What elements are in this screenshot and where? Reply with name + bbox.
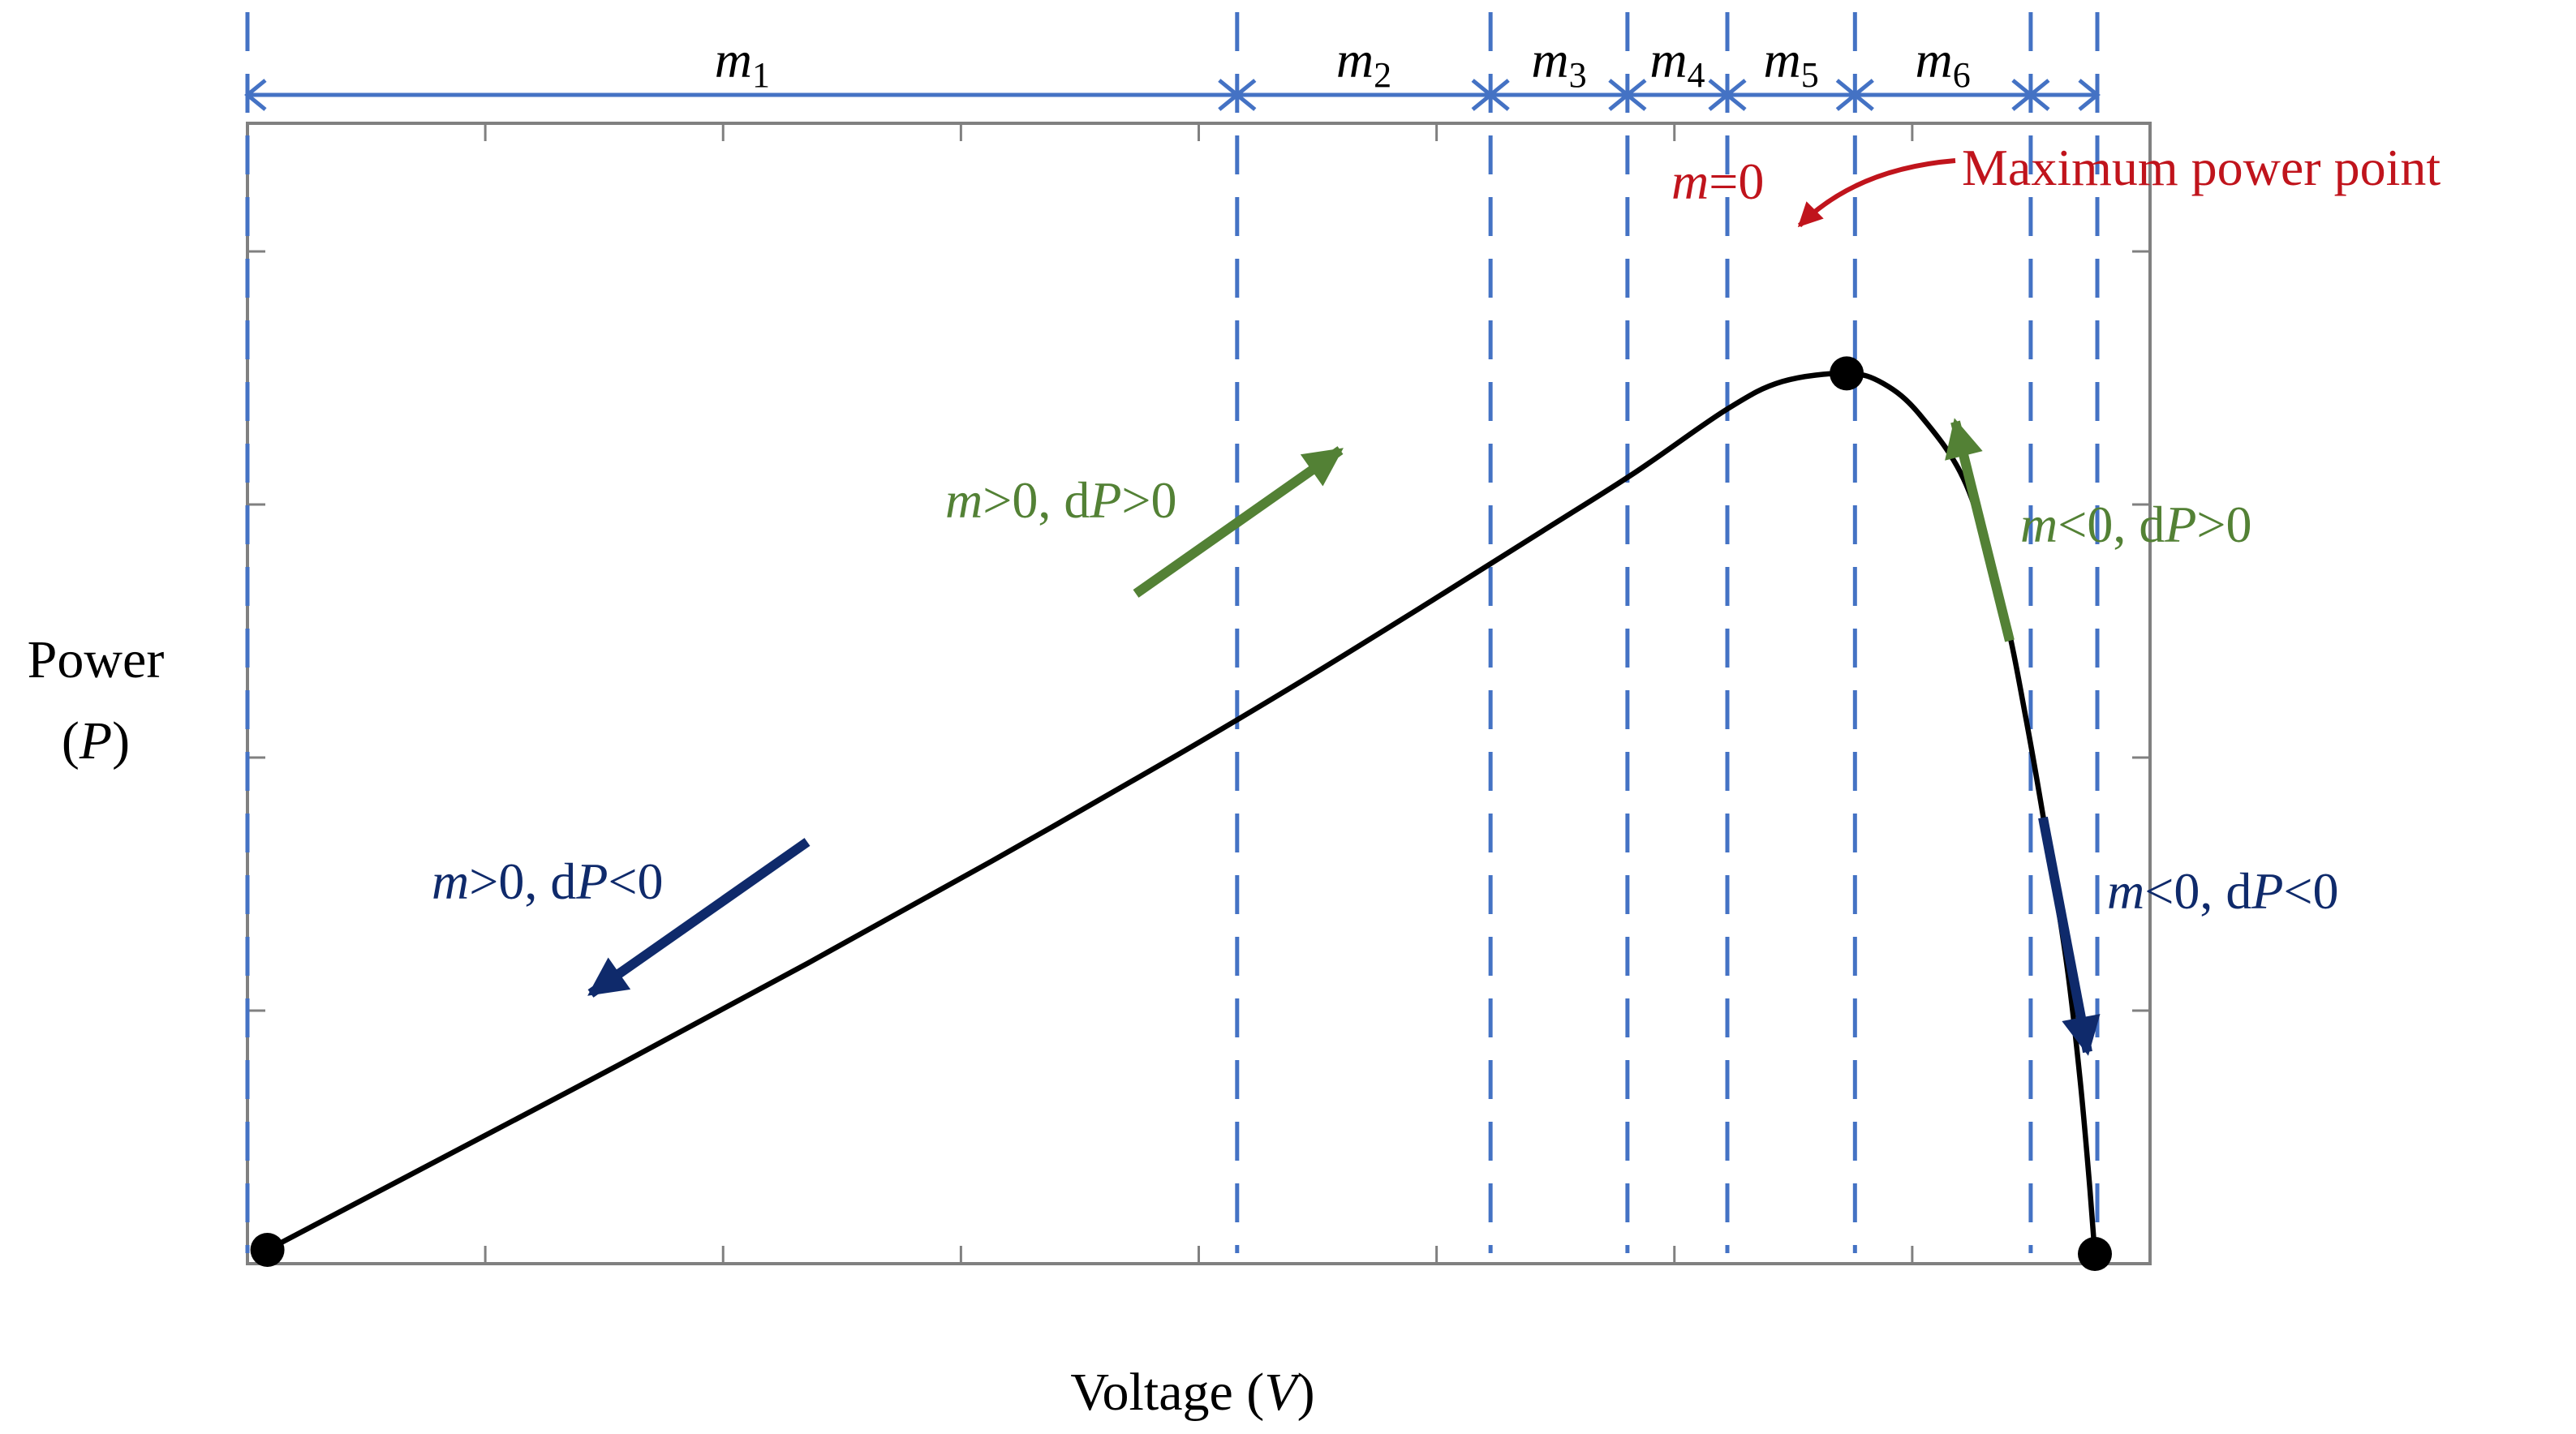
- y-axis-label-line2: (P): [62, 711, 130, 771]
- segment-label: m5: [1764, 31, 1819, 95]
- mpp-label: Maximum power point: [1962, 139, 2441, 196]
- end-point: [2078, 1237, 2112, 1271]
- arrow-left-up: [1133, 446, 1344, 598]
- marked-points: [250, 356, 2112, 1271]
- axis-ticks: [246, 123, 2152, 1265]
- dimension-arrowhead: [1851, 79, 1874, 111]
- segment-dividers: [245, 12, 2100, 1253]
- maximum-power-point: [1830, 356, 1864, 391]
- annotation-left-up: m>0, dP>0: [945, 471, 1177, 529]
- dimension-arrowhead: [2078, 79, 2101, 111]
- arrow-right-down: [2038, 816, 2101, 1056]
- dimension-arrowhead: [1623, 79, 1647, 111]
- arrow-right-up: [1945, 418, 2015, 642]
- dimension-arrowhead: [1487, 79, 1510, 111]
- segment-label: m4: [1649, 31, 1705, 95]
- segment-label: m6: [1916, 31, 1971, 95]
- plot-frame: [246, 122, 2152, 1265]
- start-point: [250, 1232, 285, 1267]
- y-axis-label-line1: Power: [28, 630, 165, 689]
- dimension-arrowhead: [2027, 79, 2050, 111]
- annotation-left-down: m>0, dP<0: [432, 852, 664, 910]
- arrow-mpp-pointer: [1797, 158, 1956, 228]
- segment-label: m2: [1336, 31, 1391, 95]
- annotation-right-down: m<0, dP<0: [2107, 862, 2339, 920]
- dimension-arrowhead: [1724, 79, 1747, 111]
- segment-dimension-line: [244, 79, 2101, 111]
- segment-labels: m1 m2 m3 m4 m5 m6: [715, 31, 1971, 95]
- annotation-right-up: m<0, dP>0: [2020, 496, 2252, 553]
- x-axis-label: Voltage (V): [1070, 1363, 1314, 1422]
- dimension-arrowhead: [1233, 79, 1257, 111]
- segment-label: m3: [1531, 31, 1586, 95]
- mpp-m-label: m=0: [1671, 152, 1764, 210]
- segment-label: m1: [715, 31, 770, 95]
- arrow-left-down: [587, 838, 811, 998]
- pv-curve: [264, 371, 2098, 1257]
- dimension-arrowhead: [244, 79, 267, 111]
